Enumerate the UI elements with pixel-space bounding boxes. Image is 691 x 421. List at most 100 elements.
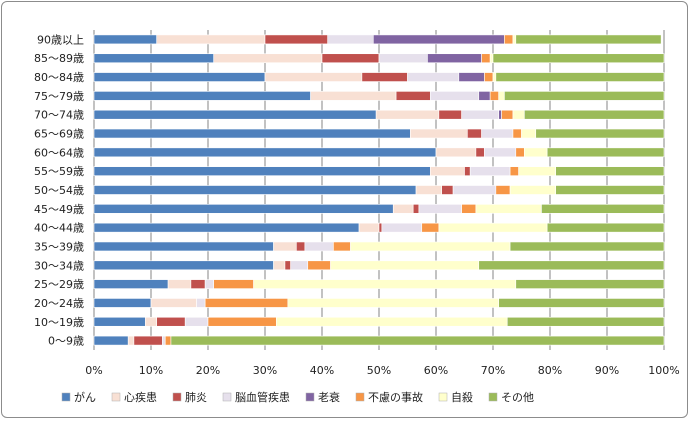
value-axis: 0% 10% 20% 30% 40% 50% 60% 70% 80% 90% 100% [85, 364, 679, 377]
bar-segment [395, 91, 431, 101]
bar-segment [518, 166, 557, 176]
category-label: 70～74歳 [34, 109, 84, 122]
bar-segment [407, 72, 460, 82]
bar-segment [93, 109, 377, 120]
category-label: 85～89歳 [34, 52, 84, 65]
category-axis: 90歳以上 85～89歳 80～84歳 75～79歳 70～74歳 65～69歳 60～64… [34, 33, 84, 347]
bar-segment [421, 222, 440, 233]
bar-segment [276, 316, 508, 327]
category-label: 10～19歳 [34, 316, 84, 329]
bar-segment [310, 91, 397, 101]
bar-segment [481, 53, 491, 64]
bar-segment [145, 316, 158, 327]
bar-segment [307, 260, 331, 271]
bar-segment [504, 91, 665, 101]
bar-segment [469, 166, 511, 176]
legend-label: 肺炎 [185, 391, 207, 404]
bar-segment [333, 241, 351, 252]
category-label: 50～54歳 [34, 184, 84, 197]
bar-segment [481, 128, 514, 139]
bar-segment [546, 147, 665, 158]
bar-segment [509, 166, 519, 176]
legend: がん 心疾患 肺炎 脳血管疾患 老衰 不慮の事故 自殺 その他 [61, 390, 534, 404]
bar-segment [484, 72, 494, 82]
bar-segment [93, 260, 274, 271]
bar-segment [264, 34, 329, 45]
legend-swatch [305, 392, 315, 402]
x-tick-label: 40% [310, 364, 334, 377]
bar-segment [475, 204, 542, 214]
bar-segment [478, 91, 491, 101]
bar-segment [93, 222, 360, 233]
x-tick-label: 80% [538, 364, 562, 377]
bar-segment [512, 128, 522, 139]
x-tick-label: 100% [648, 364, 679, 377]
bar-segment [204, 298, 289, 308]
bar-segment [167, 279, 192, 289]
bar-segment [429, 166, 465, 176]
bar-segment [375, 109, 440, 120]
bar-segment [478, 260, 665, 271]
category-label: 75～79歳 [34, 90, 84, 103]
x-tick-label: 90% [595, 364, 619, 377]
bar-segment [515, 34, 662, 45]
bar-segment [93, 185, 417, 195]
bar-segment [509, 241, 665, 252]
bar-segment [546, 222, 665, 233]
bar-segment [196, 298, 206, 308]
bar-segment [392, 204, 414, 214]
x-tick-label: 50% [367, 364, 391, 377]
bar-segment [170, 335, 665, 346]
bar-segment [467, 128, 482, 139]
category-label: 20～24歳 [34, 297, 84, 310]
bar-segment [213, 53, 323, 64]
bar-segment [489, 91, 499, 101]
category-label: 90歳以上 [37, 33, 84, 46]
bar-segment [484, 147, 517, 158]
bar-segment [418, 204, 462, 214]
bar-segment [253, 279, 517, 289]
bar-segment [133, 335, 163, 346]
bar-segment [93, 34, 158, 45]
bar-segment [93, 72, 266, 82]
bar-segment [93, 128, 411, 139]
category-label: 45～49歳 [34, 203, 84, 216]
bar-segment [190, 279, 206, 289]
bar-segment [501, 109, 514, 120]
category-label: 35～39歳 [34, 240, 84, 253]
bar-segment [290, 260, 309, 271]
bar-segment [93, 166, 431, 176]
bar-segment [287, 298, 499, 308]
category-label: 40～44歳 [34, 222, 84, 235]
category-label: 60～64歳 [34, 146, 84, 159]
bar-segment [93, 91, 311, 101]
bar-segment [524, 147, 548, 158]
bar-segment [273, 241, 297, 252]
bar-segment [498, 109, 502, 120]
bar-segment [461, 204, 477, 214]
bar-segment [93, 204, 394, 214]
bar-segment [452, 185, 497, 195]
legend-label: 心疾患 [124, 390, 157, 404]
bar-segment [164, 335, 172, 346]
legend-swatch [172, 392, 182, 402]
bar-segment [284, 260, 291, 271]
bar-segment [412, 204, 420, 214]
bar-segment [321, 53, 380, 64]
legend-swatch [355, 392, 365, 402]
bar-segment [427, 53, 482, 64]
legend-label: その他 [501, 391, 534, 404]
bar-segment [506, 316, 665, 327]
bar-segment [93, 316, 146, 327]
bar-segment [361, 72, 408, 82]
category-label: 80～84歳 [34, 71, 84, 84]
bar-segment [162, 335, 166, 346]
bar-segment [504, 34, 514, 45]
bar-segment [378, 53, 428, 64]
legend-label: 自殺 [451, 390, 473, 404]
x-tick-label: 20% [196, 364, 220, 377]
bar-segment [410, 128, 468, 139]
category-label: 25～29歳 [34, 278, 84, 291]
bar-segment [378, 222, 383, 233]
